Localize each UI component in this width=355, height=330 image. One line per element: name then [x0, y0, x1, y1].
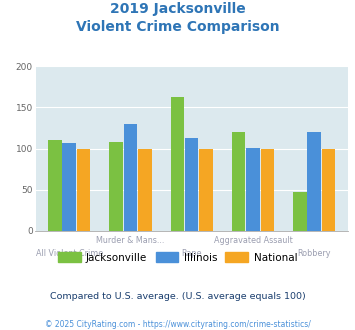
Bar: [200, 148, 213, 231]
Text: Compared to U.S. average. (U.S. average equals 100): Compared to U.S. average. (U.S. average …: [50, 292, 305, 301]
Text: Rape: Rape: [181, 249, 202, 258]
Text: Murder & Mans...: Murder & Mans...: [96, 236, 165, 245]
Bar: [261, 148, 274, 231]
Bar: [77, 148, 90, 231]
Bar: [62, 143, 76, 231]
Text: 2019 Jacksonville: 2019 Jacksonville: [110, 2, 245, 16]
Bar: [109, 142, 123, 231]
Text: Robbery: Robbery: [297, 249, 331, 258]
Bar: [322, 148, 335, 231]
Text: Violent Crime Comparison: Violent Crime Comparison: [76, 20, 279, 34]
Bar: [246, 148, 260, 231]
Bar: [138, 148, 152, 231]
Bar: [307, 132, 321, 231]
Text: Aggravated Assault: Aggravated Assault: [214, 236, 292, 245]
Bar: [170, 96, 184, 231]
Text: All Violent Crime: All Violent Crime: [36, 249, 103, 258]
Legend: Jacksonville, Illinois, National: Jacksonville, Illinois, National: [54, 248, 301, 267]
Bar: [48, 140, 61, 231]
Bar: [232, 132, 245, 231]
Bar: [124, 124, 137, 231]
Text: © 2025 CityRating.com - https://www.cityrating.com/crime-statistics/: © 2025 CityRating.com - https://www.city…: [45, 320, 310, 329]
Bar: [293, 192, 307, 231]
Bar: [185, 138, 198, 231]
